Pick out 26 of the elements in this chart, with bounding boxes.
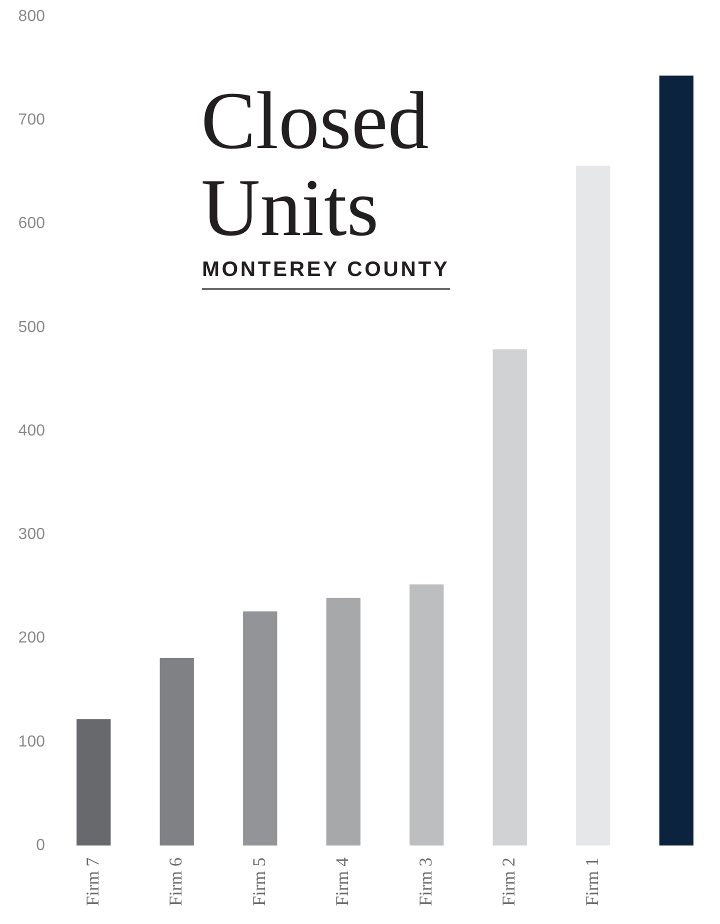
x-tick-label: Firm 7 — [82, 857, 102, 906]
bar — [76, 719, 111, 846]
y-tick-label: 300 — [18, 526, 46, 544]
x-tick-label: Firm 1 — [582, 857, 602, 906]
text: MONTEREY COUNTY — [202, 258, 450, 290]
x-tick-label: Firm 5 — [248, 857, 269, 906]
y-tick-label: 100 — [18, 733, 46, 750]
x-tick-label: Firm 2 — [498, 857, 519, 906]
bar — [326, 598, 360, 846]
y-tick-label: 200 — [18, 630, 46, 647]
y-tick-label: 500 — [18, 318, 46, 336]
y-tick-label: 400 — [18, 422, 46, 440]
y-tick-label: 600 — [18, 215, 46, 232]
bar — [576, 166, 610, 846]
bar — [160, 658, 194, 846]
bar — [492, 349, 527, 846]
y-tick-label: 700 — [18, 112, 46, 129]
bar — [243, 611, 278, 846]
x-tick-label: Firm 3 — [415, 857, 436, 906]
text: Closed Units — [201, 75, 430, 253]
y-tick-label: 800 — [18, 8, 46, 26]
x-tick-label: Firm 4 — [332, 857, 352, 906]
y-tick-label: 0 — [36, 836, 46, 854]
x-tick-label: Firm 6 — [166, 857, 186, 906]
bar — [410, 584, 444, 846]
bar — [659, 76, 694, 846]
